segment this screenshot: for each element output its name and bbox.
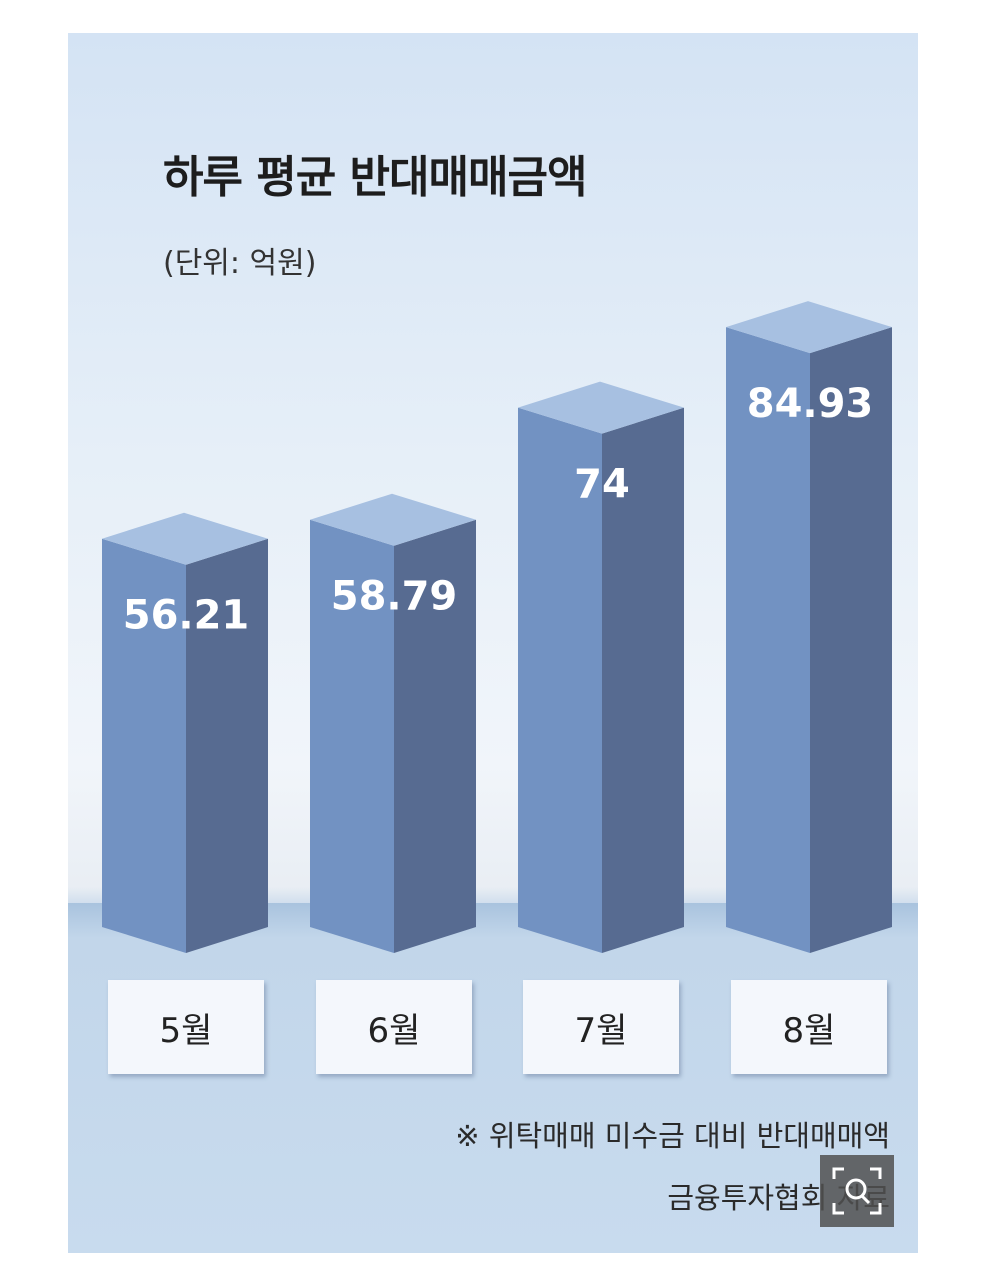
bar-front-face bbox=[310, 519, 394, 953]
bar-side-face bbox=[602, 407, 684, 953]
category-label: 7월 bbox=[523, 980, 679, 1074]
chart-unit: (단위: 억원) bbox=[163, 246, 317, 281]
bar-chart: 56.21 58.79 74 84.93 bbox=[102, 301, 892, 953]
bar-front-face bbox=[102, 538, 186, 953]
bar: 58.79 bbox=[310, 493, 476, 953]
category-label: 8월 bbox=[731, 980, 887, 1074]
bar-front-face bbox=[518, 407, 602, 953]
bar: 74 bbox=[518, 381, 684, 953]
category-label: 5월 bbox=[108, 980, 264, 1074]
bar-side-face bbox=[186, 538, 268, 953]
bar-value-label: 74 bbox=[574, 462, 630, 508]
bar-top-face bbox=[102, 512, 268, 565]
chart-panel: 하루 평균 반대매매금액 (단위: 억원) 56.21 58.79 74 84.93 … bbox=[68, 33, 918, 1253]
bar-front-face bbox=[726, 327, 810, 953]
bar-value-label: 58.79 bbox=[331, 574, 458, 620]
bar-side-face bbox=[394, 519, 476, 953]
chart-title: 하루 평균 반대매매금액 bbox=[163, 152, 587, 203]
bar-top-face bbox=[726, 301, 892, 354]
zoom-button[interactable] bbox=[820, 1155, 894, 1227]
bar-value-label: 84.93 bbox=[747, 381, 874, 427]
chart-floor bbox=[68, 903, 918, 1253]
bar: 84.93 bbox=[726, 301, 892, 953]
bar-value-label: 56.21 bbox=[123, 593, 250, 639]
chart-note: ※ 위탁매매 미수금 대비 반대매매액 bbox=[455, 1119, 890, 1153]
bar-top-face bbox=[310, 493, 476, 546]
bar-side-face bbox=[810, 327, 892, 953]
category-label: 6월 bbox=[316, 980, 472, 1074]
bar: 56.21 bbox=[102, 512, 268, 953]
bar-top-face bbox=[518, 381, 684, 434]
zoom-icon bbox=[832, 1167, 882, 1215]
